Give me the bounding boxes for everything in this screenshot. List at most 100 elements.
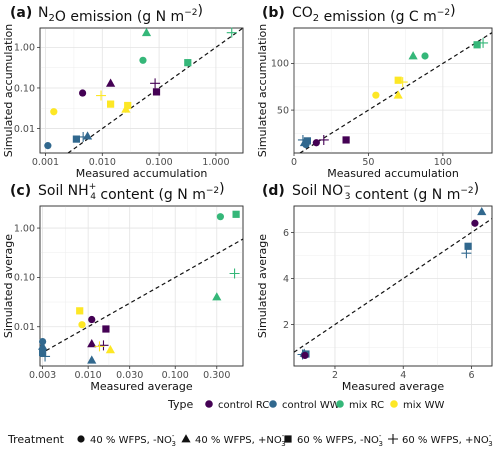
data-point: [478, 37, 489, 48]
title-subscript: 4: [90, 192, 96, 202]
data-point: [229, 268, 240, 279]
data-point: [139, 56, 147, 64]
data-point: [393, 90, 403, 99]
data-point: [124, 101, 132, 110]
title-text: ): [197, 3, 202, 19]
legend-treatment: Treatment 40 % WFPS, -NO-3 40 % WFPS, +NO-…: [7, 432, 493, 448]
legend-treatment-item: 60 % WFPS, +NO-3: [402, 432, 493, 448]
legend-type: Type control RC control WW mix RC mix WW: [167, 398, 445, 411]
legend-type-item: control RC: [218, 400, 269, 411]
legend-shape-triangle: [181, 434, 191, 443]
data-point: [232, 210, 240, 218]
legend-subscript: 3: [378, 440, 382, 448]
legend-type-title: Type: [167, 398, 193, 411]
y-tick-label: 0.01: [14, 124, 35, 135]
title-text: Soil NH: [38, 183, 89, 199]
data-point: [473, 41, 481, 49]
x-tick-label: 0.010: [89, 157, 116, 168]
x-tick-label: 2: [332, 370, 338, 381]
legend-superscript: -: [172, 432, 175, 440]
data-point: [184, 59, 192, 67]
legend-type-item: control WW: [282, 400, 340, 411]
panel-label: (d): [262, 183, 285, 199]
data-point: [87, 339, 97, 348]
x-tick-label: 0.003: [29, 370, 56, 381]
title-superscript: −2: [206, 186, 219, 196]
legend-subscript: 3: [171, 440, 175, 448]
x-tick-label: 4: [400, 370, 406, 381]
data-point: [394, 76, 402, 84]
data-point: [312, 139, 320, 147]
data-point: [88, 315, 96, 324]
panel-title: Soil NO− 3 content (g N m−2): [292, 181, 479, 203]
x-axis-label: Measured accumulation: [327, 167, 459, 180]
data-point: [372, 91, 380, 99]
panel-label: (c): [10, 183, 31, 199]
data-point: [342, 136, 350, 144]
legend-type-item: mix WW: [403, 400, 445, 411]
title-text: N: [38, 5, 48, 21]
title-text: O emission (g N m: [55, 9, 184, 25]
data-point: [87, 355, 97, 364]
legend-text: 60 % WFPS, -NO: [297, 435, 379, 446]
x-axis-label: Measured accumulation: [76, 167, 208, 180]
legend-swatch: [205, 400, 213, 408]
legend-treatment-title: Treatment: [7, 433, 65, 446]
data-point: [105, 345, 115, 354]
title-text: content (g N m: [96, 187, 206, 203]
plot-area: [293, 27, 493, 154]
y-tick-label: 2: [283, 320, 289, 331]
data-point: [38, 341, 48, 350]
title-subscript: 2: [313, 13, 319, 24]
data-point: [72, 135, 81, 143]
data-point: [141, 27, 152, 37]
legend-text: 40 % WFPS, -NO: [90, 435, 172, 446]
data-point: [78, 321, 86, 329]
y-tick-label: 6: [283, 228, 289, 239]
legend-superscript: -: [379, 432, 382, 440]
title-text: ): [219, 181, 224, 197]
data-point: [152, 88, 161, 96]
x-tick-label: 0.030: [116, 370, 143, 381]
title-superscript: −: [343, 182, 351, 192]
data-point: [106, 78, 116, 87]
data-point: [94, 341, 105, 352]
plot-area: [39, 205, 244, 367]
legend-text: 40 % WFPS, +NO: [195, 435, 282, 446]
legend-swatch: [269, 400, 277, 408]
plot-border: [293, 27, 493, 154]
x-tick-label: 0.001: [32, 157, 59, 168]
y-tick-label: 4: [283, 274, 289, 285]
data-point: [216, 213, 224, 221]
x-tick-label: 6: [468, 370, 474, 381]
one-to-one-line: [294, 218, 492, 353]
y-tick-label: 1.00: [14, 223, 35, 234]
data-point: [107, 100, 115, 108]
y-tick-label: 1.00: [14, 43, 35, 54]
legend-text: 60 % WFPS, +NO: [402, 435, 489, 446]
y-tick-label: 0.10: [14, 273, 35, 284]
title-subscript: 2: [48, 13, 54, 24]
data-point: [39, 348, 47, 357]
data-point: [79, 89, 87, 97]
data-point: [78, 131, 89, 142]
data-point: [301, 351, 309, 360]
data-point: [421, 52, 429, 60]
title-text: content (g N m: [350, 187, 460, 203]
legend-subscript: 3: [281, 440, 285, 448]
plot-area: [39, 27, 244, 154]
x-tick-label: 0: [291, 157, 297, 168]
x-axis-label: Measured average: [90, 380, 192, 393]
data-point: [102, 325, 110, 333]
data-point: [76, 307, 84, 315]
y-axis-label: Simulated accumulation: [2, 24, 15, 157]
data-point: [303, 137, 311, 145]
panel-label: (b): [262, 5, 285, 21]
y-tick-label: 100: [271, 59, 289, 70]
title-subscript: 3: [345, 192, 351, 202]
panel-title: Soil NH+ 4 content (g N m−2): [38, 181, 225, 203]
panel-title: N2O emission (g N m−2): [38, 3, 203, 25]
legend-treatment-item: 60 % WFPS, -NO-3: [297, 432, 383, 448]
y-tick-label: 0.01: [14, 322, 35, 333]
